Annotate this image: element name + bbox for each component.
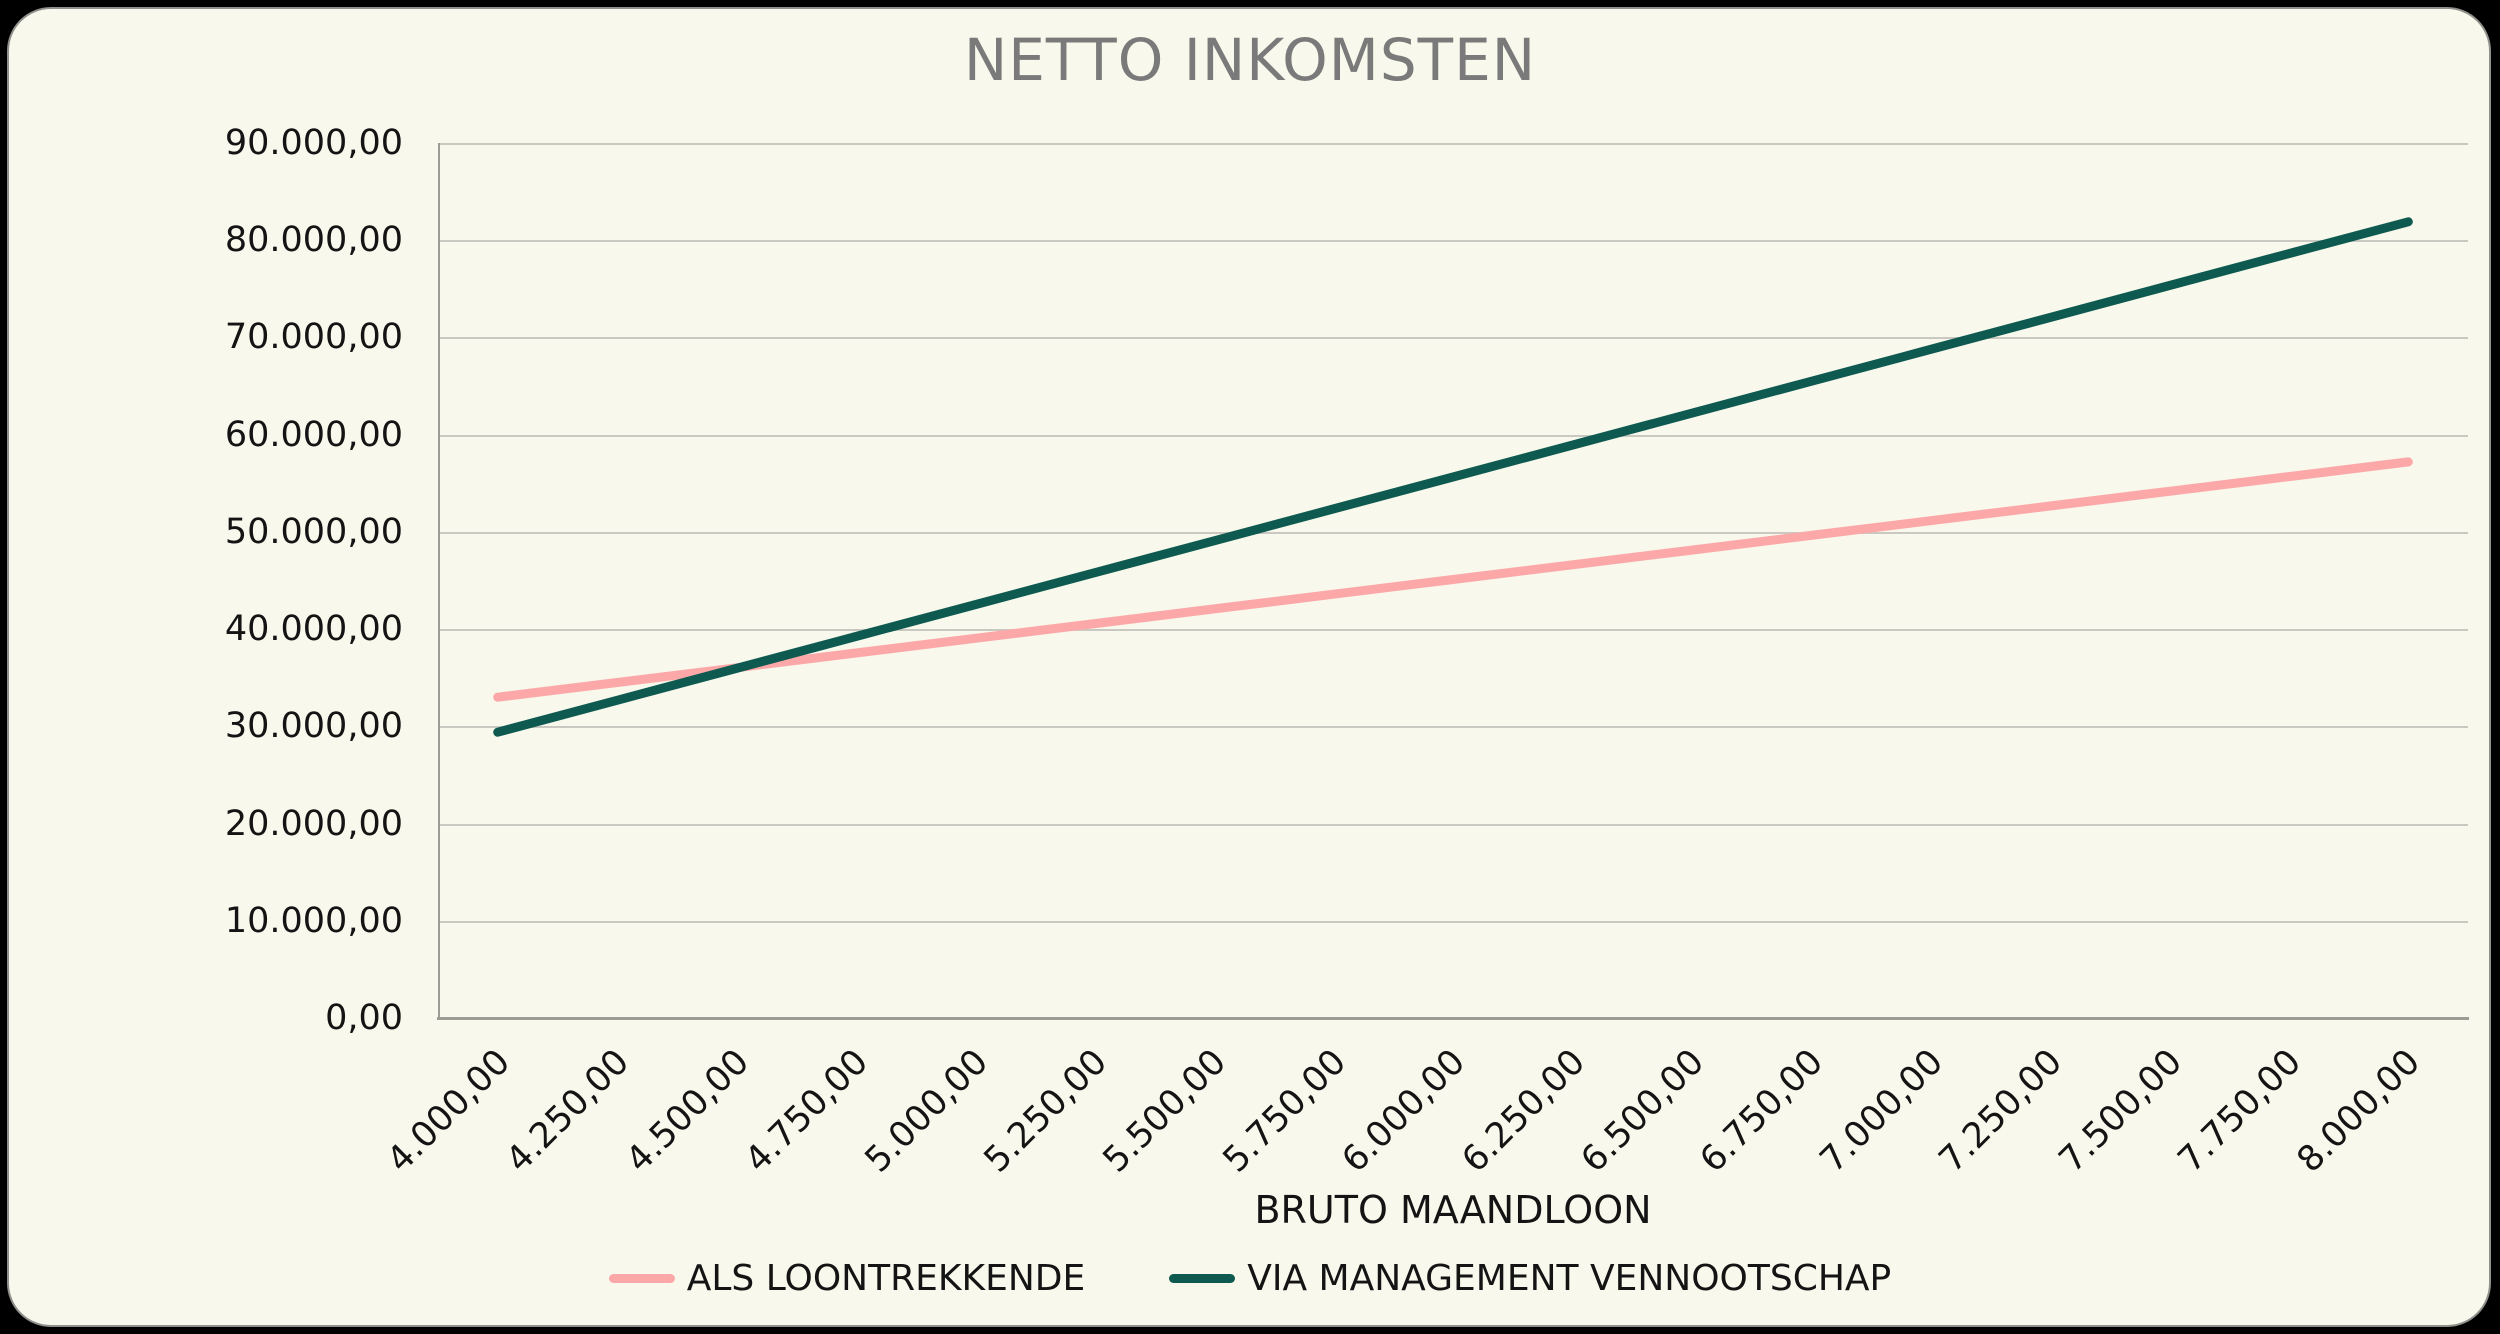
plot-area [438,143,2468,1018]
y-tick-label: 30.000,00 [224,706,403,747]
chart-title: NETTO INKOMSTEN [963,26,1537,94]
legend-label-via-management-vennootschap: VIA MANAGEMENT VENNOOTSCHAP [1247,1258,1892,1299]
y-tick-label: 20.000,00 [224,803,403,844]
y-tick-label: 10.000,00 [224,900,403,941]
y-tick-label: 40.000,00 [224,609,403,650]
gridline [438,434,2468,437]
y-tick-label: 60.000,00 [224,414,403,455]
y-tick-label: 0,00 [325,998,403,1038]
legend-item-via-management-vennootschap: VIA MANAGEMENT VENNOOTSCHAP [1169,1258,1891,1299]
gridline [438,143,2468,145]
legend-item-als-loontrekkende: ALS LOONTREKKENDE [608,1258,1086,1299]
legend-swatch-teal-line-icon [1169,1274,1236,1283]
gridline [438,920,2468,923]
y-tick-label: 50.000,00 [224,511,403,552]
legend-swatch-pink-line-icon [608,1274,675,1283]
gridline [438,629,2468,632]
legend: ALS LOONTREKKENDE VIA MANAGEMENT VENNOOT… [0,1258,2500,1299]
gridline [438,823,2468,826]
y-tick-label: 90.000,00 [224,123,403,163]
y-axis-line [438,143,440,1018]
gridline [438,240,2468,243]
line-series-layer [493,217,2413,737]
series-line-via-management-vennootschap [493,217,2413,737]
gridline [438,531,2468,534]
gridline [438,337,2468,340]
gridline [438,726,2468,729]
chart-panel [7,7,2491,1327]
x-axis-line [437,1017,2469,1020]
legend-label-als-loontrekkende: ALS LOONTREKKENDE [686,1258,1086,1299]
series-line-als-loontrekkende [493,457,2413,702]
y-tick-label: 80.000,00 [224,220,403,261]
x-axis-title: BRUTO MAANDLOON [1254,1188,1652,1232]
y-tick-label: 70.000,00 [224,317,403,358]
